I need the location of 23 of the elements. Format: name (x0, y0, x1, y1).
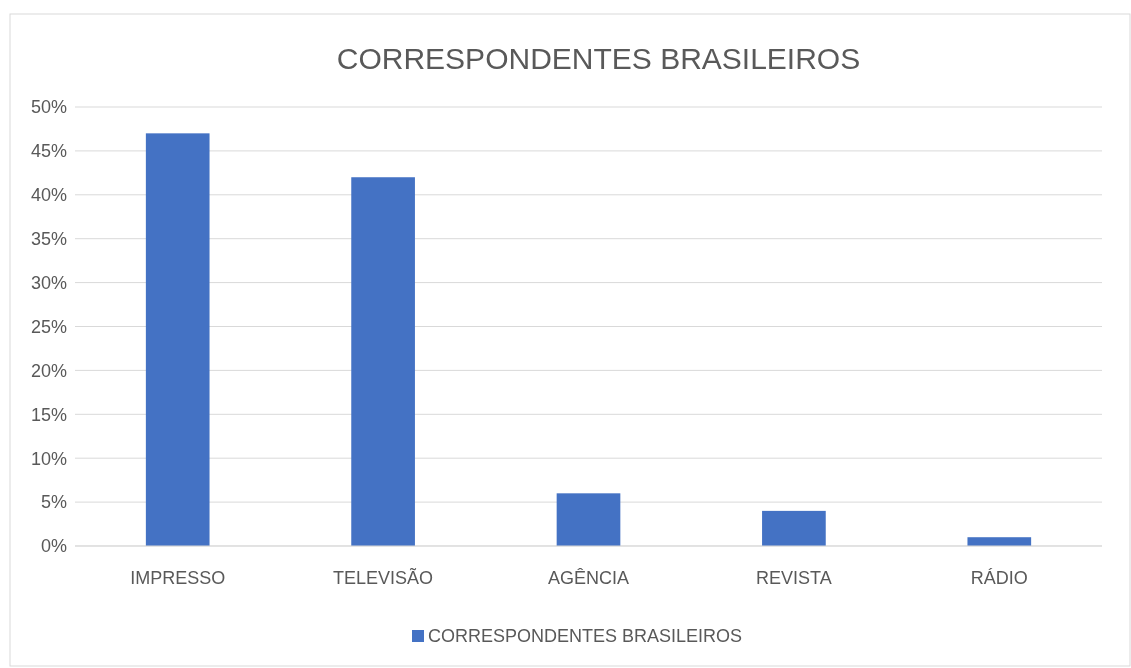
y-tick-label: 45% (30, 141, 67, 162)
x-tick-label: AGÊNCIA (547, 568, 630, 588)
y-tick-label: 5% (40, 492, 67, 513)
y-tick-label: 10% (30, 448, 67, 469)
y-tick-label: 15% (30, 404, 67, 425)
y-tick-label: 40% (30, 185, 67, 206)
y-tick-label: 50% (30, 97, 67, 118)
y-tick-label: 0% (40, 536, 67, 557)
x-tick-label: REVISTA (756, 568, 832, 588)
legend-label: CORRESPONDENTES BRASILEIROS (428, 626, 743, 647)
y-tick-label: 30% (30, 272, 67, 293)
y-tick-label: 25% (30, 316, 67, 337)
bar (351, 177, 415, 546)
x-tick-label: RÁDIO (970, 568, 1028, 588)
bar (967, 537, 1032, 546)
y-tick-label: 20% (30, 360, 67, 381)
x-tick-label: TELEVISÃO (333, 567, 434, 588)
y-tick-label: 35% (30, 229, 67, 249)
x-tick-label: IMPRESSO (130, 568, 226, 588)
chart-title: CORRESPONDENTES BRASILEIROS (336, 42, 861, 75)
bar (762, 510, 826, 546)
bar (556, 493, 621, 546)
bar (145, 133, 210, 546)
